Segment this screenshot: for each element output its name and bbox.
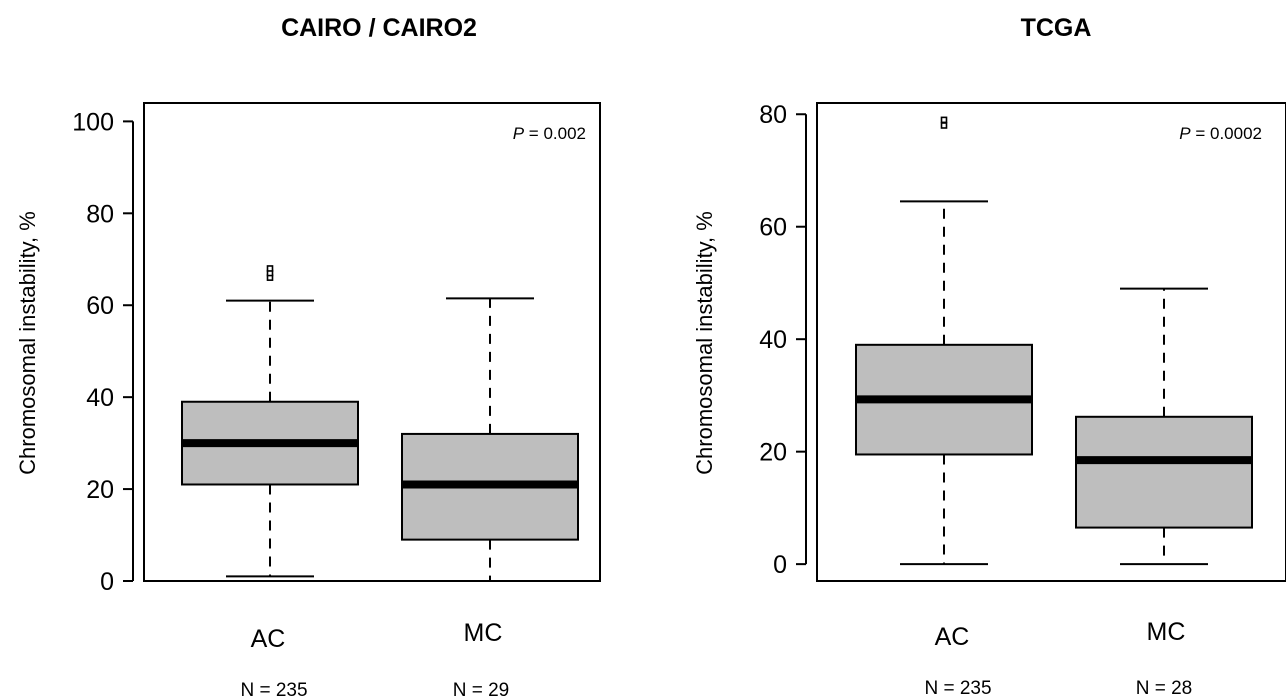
y-tick-label: 40	[86, 384, 114, 412]
chart-title: CAIRO / CAIRO2	[281, 14, 477, 42]
plot-frame	[143, 102, 601, 582]
box-mc	[1075, 415, 1253, 529]
p-value-text: = 0.0002	[1191, 124, 1262, 143]
category-label-ac: AC	[251, 625, 286, 653]
y-tick-label: 100	[72, 108, 114, 136]
category-label-mc: MC	[464, 619, 503, 647]
n-label-mc: N = 28	[1136, 678, 1193, 698]
y-axis-label: Chromosomal instability, %	[15, 211, 40, 475]
y-tick-label: 60	[759, 214, 787, 242]
y-tick-label: 20	[759, 439, 787, 467]
y-tick-label: 60	[86, 292, 114, 320]
outlier-point	[940, 116, 948, 124]
category-label-mc: MC	[1147, 618, 1186, 646]
panel-tcga: TCGA Chromosomal instability, % P = 0.00…	[692, 14, 1286, 698]
y-tick-label: 0	[773, 551, 787, 579]
p-label: P	[513, 124, 525, 143]
n-label-mc: N = 29	[453, 680, 510, 698]
outlier-point	[266, 265, 274, 272]
y-tick-label: 20	[86, 476, 114, 504]
y-tick-label: 80	[759, 101, 787, 129]
category-label-ac: AC	[935, 623, 970, 651]
panel-cairo: CAIRO / CAIRO2 Chromosomal instability, …	[15, 14, 601, 698]
p-label: P	[1179, 124, 1191, 143]
y-tick-label: 40	[759, 326, 787, 354]
y-tick-label: 0	[100, 568, 114, 596]
p-value: P = 0.0002	[1179, 124, 1262, 143]
p-value: P = 0.002	[513, 124, 586, 143]
outlier-point	[940, 122, 948, 129]
plot-frame	[816, 102, 1286, 582]
y-tick-label: 80	[86, 200, 114, 228]
n-label-ac: N = 235	[240, 680, 307, 698]
n-label-ac: N = 235	[924, 678, 991, 698]
y-axis-label: Chromosomal instability, %	[692, 211, 717, 475]
p-value-text: = 0.002	[524, 124, 586, 143]
chart-title: TCGA	[1021, 14, 1092, 42]
